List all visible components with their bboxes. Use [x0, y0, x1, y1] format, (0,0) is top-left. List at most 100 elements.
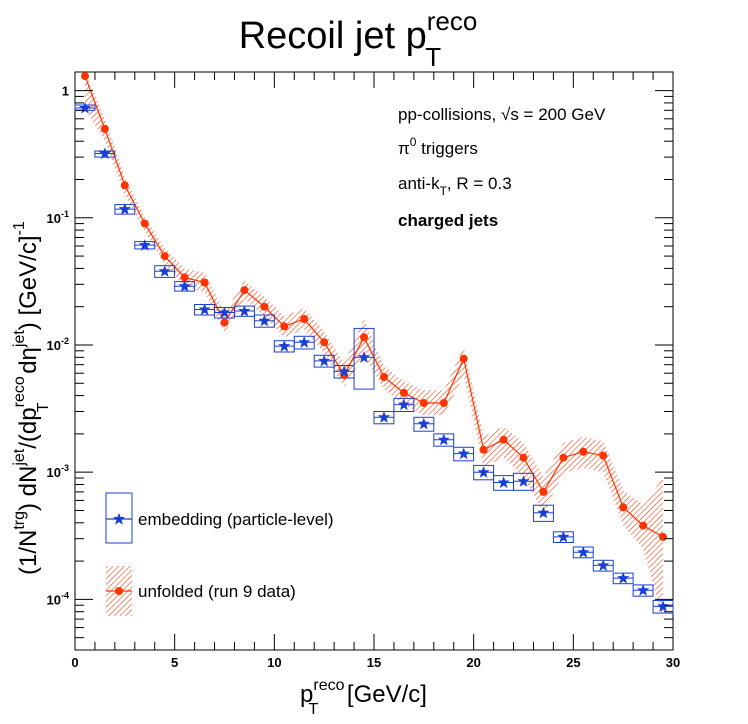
legend-unfolded-label: unfolded (run 9 data)	[138, 582, 296, 601]
embedding-point	[358, 351, 370, 363]
unfolded-point	[300, 315, 309, 323]
annotation-charged-jets: charged jets	[398, 211, 498, 230]
unfolded-point	[639, 521, 648, 530]
unfolded-point	[260, 302, 269, 311]
x-axis-label-main: p	[300, 681, 313, 708]
y-label-sup5: -1	[11, 221, 28, 235]
x-axis-label-rest: [GeV/c]	[340, 681, 427, 708]
unfolded-point	[619, 503, 628, 512]
embedding-point	[198, 303, 211, 316]
unfolded-point	[180, 273, 189, 282]
y-label-sup3: reco	[11, 376, 28, 407]
embedding-point	[218, 306, 231, 319]
y-tick-label: 10-2	[47, 336, 69, 353]
embedding-point	[278, 340, 291, 352]
x-axis-label-sub: T	[308, 701, 318, 718]
y-tick-label-exp: -2	[61, 336, 69, 346]
y-label-sup1: trg	[11, 511, 28, 530]
embedding-point	[158, 265, 171, 277]
embedding-point	[637, 584, 650, 596]
embedding-point	[178, 280, 191, 292]
unfolded-point	[160, 252, 169, 261]
annotation-collisions: pp-collisions, √s = 200 GeV	[398, 105, 606, 124]
embedding-box	[353, 327, 375, 390]
annotation-algorithm-main: anti-k	[398, 174, 440, 193]
y-label-sup2: jet	[11, 448, 28, 466]
embedding-box	[533, 504, 554, 522]
embedding-point	[238, 305, 251, 317]
y-label-p4: dη	[15, 347, 42, 380]
embedding-point	[318, 354, 331, 367]
y-label-p1: (1/N	[15, 530, 42, 575]
embedding-point	[457, 447, 470, 460]
unfolded-point	[599, 451, 608, 460]
unfolded-point	[419, 399, 428, 407]
unfolded-point	[200, 278, 209, 287]
y-tick-label: 1	[62, 84, 69, 99]
unfolded-point	[380, 373, 388, 381]
embedding-point	[258, 314, 271, 327]
legend: embedding (particle-level) unfolded (run…	[105, 492, 334, 616]
unfolded-point	[659, 532, 667, 541]
annotation-triggers: π0 triggers	[398, 135, 478, 158]
legend-unfolded-marker	[115, 587, 123, 595]
y-axis-label: (1/Ntrg) dNjet/(dpreco T dηjet) [GeV/c]-1	[11, 221, 52, 575]
embedding-point	[617, 572, 630, 584]
y-tick-label-base: 10	[47, 592, 61, 607]
unfolded-point	[479, 445, 488, 454]
unfolded-point	[559, 453, 568, 462]
y-tick-label-exp: -1	[61, 209, 69, 219]
unfolded-point	[579, 447, 588, 456]
y-label-sub3: T	[35, 402, 52, 412]
x-tick-label: 15	[367, 655, 381, 670]
legend-embedding-swatch	[105, 492, 133, 544]
embedding-point	[497, 476, 510, 489]
embedding-boxes	[74, 104, 674, 614]
x-tick-label: 30	[666, 655, 680, 670]
unfolded-point	[439, 399, 448, 407]
y-label-sup4: jet	[11, 330, 28, 348]
y-tick-label: 10-3	[47, 463, 69, 480]
x-tick-label: 25	[566, 655, 580, 670]
embedding-point	[98, 147, 111, 160]
annotation-algorithm: anti-kT, R = 0.3	[398, 174, 512, 198]
embedding-point	[517, 475, 530, 487]
x-axis: 0 5 10 15 20 25 30	[71, 72, 680, 670]
chart-title-main: Recoil jet p	[239, 15, 427, 57]
embedding-point	[657, 600, 669, 612]
embedding-point	[397, 398, 410, 411]
y-tick-label: 10-1	[47, 209, 69, 226]
chart-title-sub: T	[425, 42, 441, 72]
unfolded-point	[120, 181, 129, 190]
annotation-triggers-rest: triggers	[416, 139, 477, 158]
x-tick-label: 20	[466, 655, 480, 670]
unfolded-point	[140, 219, 149, 228]
embedding-point	[417, 417, 430, 430]
embedding-point	[477, 466, 490, 478]
unfolded-point	[81, 72, 89, 81]
embedding-point	[437, 433, 450, 446]
embedding-point	[537, 506, 550, 519]
annotation-triggers-sup: 0	[410, 135, 417, 149]
y-tick-label-exp: -3	[61, 463, 69, 473]
embedding-point	[118, 203, 131, 215]
annotation-algorithm-rest: , R = 0.3	[447, 174, 512, 193]
legend-embedding-label: embedding (particle-level)	[138, 510, 334, 529]
x-tick-label: 0	[71, 655, 78, 670]
annotation-triggers-main: π	[398, 139, 410, 158]
unfolded-point	[360, 333, 368, 342]
y-label-p2: ) dN	[15, 466, 42, 511]
x-axis-label-sup: reco	[313, 677, 344, 694]
x-axis-label: preco T [GeV/c]	[300, 677, 427, 718]
unfolded-point	[399, 388, 408, 397]
unfolded-point	[100, 124, 109, 133]
unfolded-point	[280, 322, 289, 331]
embedding-point	[597, 559, 610, 571]
annotation-algorithm-sub: T	[440, 184, 448, 198]
unfolded-point	[459, 354, 468, 363]
embedding-point	[298, 336, 311, 348]
unfolded-point	[240, 286, 249, 295]
unfolded-point	[539, 487, 548, 496]
y-label-p5: ) [GeV/c]	[15, 236, 42, 331]
